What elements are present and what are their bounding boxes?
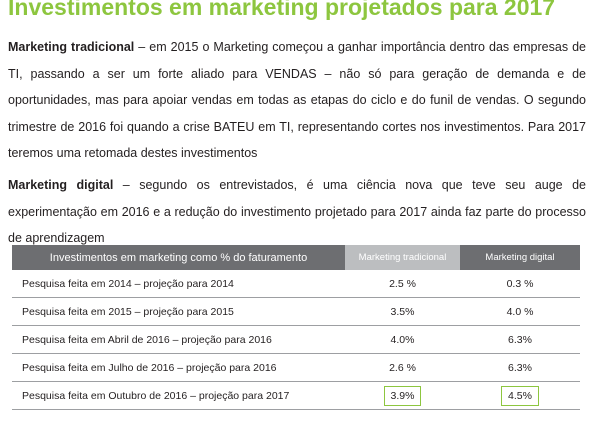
- cell: 6.3%: [460, 353, 580, 382]
- cell: 4.0 %: [460, 297, 580, 326]
- cell: Pesquisa feita em 2015 – projeção para 2…: [12, 297, 345, 326]
- row: Pesquisa feita em 2014 – projeção para 2…: [12, 270, 580, 298]
- highlight-value: 4.5%: [501, 385, 539, 406]
- lead: Marketing tradicional: [8, 40, 135, 54]
- cell: 2.6 %: [345, 353, 460, 382]
- cell: 3.5%: [345, 297, 460, 326]
- paragraph: Marketing digital – segundo os entrevist…: [8, 172, 586, 252]
- row: Pesquisa feita em Julho de 2016 – projeç…: [12, 353, 580, 382]
- row: Pesquisa feita em Abril de 2016 – projeç…: [12, 325, 580, 354]
- cell: Pesquisa feita em Abril de 2016 – projeç…: [12, 325, 345, 354]
- text: – em 2015 o Marketing começou a ganhar i…: [8, 40, 586, 160]
- column-header: Marketing digital: [460, 245, 580, 270]
- cell: 0.3 %: [460, 270, 580, 298]
- row: Pesquisa feita em 2015 – projeção para 2…: [12, 297, 580, 326]
- cell: Pesquisa feita em 2014 – projeção para 2…: [12, 270, 345, 298]
- cell: 3.9%: [345, 381, 460, 410]
- cell: 2.5 %: [345, 270, 460, 298]
- cell: 6.3%: [460, 325, 580, 354]
- column-header: Marketing tradicional: [345, 245, 460, 270]
- column-header: Investimentos em marketing como % do fat…: [12, 245, 345, 270]
- cell: 4.5%: [460, 381, 580, 410]
- title: Investimentos em marketing projetados pa…: [8, 0, 556, 20]
- row: Pesquisa feita em Outubro de 2016 – proj…: [12, 381, 580, 410]
- lead: Marketing digital: [8, 178, 114, 192]
- text: – segundo os entrevistados, é uma ciênci…: [8, 178, 586, 245]
- cell: Pesquisa feita em Julho de 2016 – projeç…: [12, 353, 345, 382]
- paragraph: Marketing tradicional – em 2015 o Market…: [8, 34, 586, 167]
- table: Investimentos em marketing como % do fat…: [12, 245, 580, 410]
- highlight-value: 3.9%: [383, 385, 422, 406]
- cell: Pesquisa feita em Outubro de 2016 – proj…: [12, 381, 345, 410]
- header-row: Investimentos em marketing como % do fat…: [12, 245, 580, 270]
- cell: 4.0%: [345, 325, 460, 354]
